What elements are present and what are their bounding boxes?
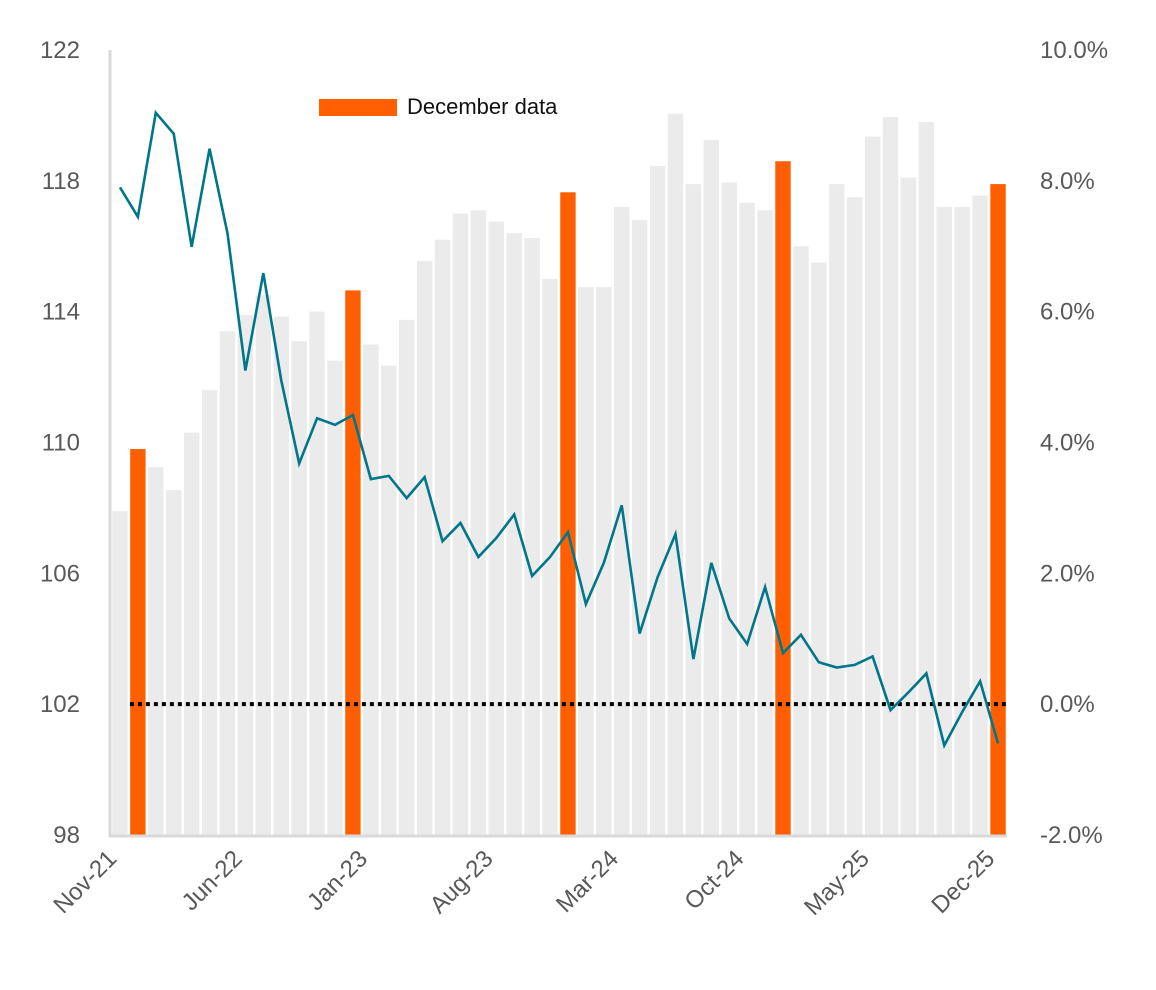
right-tick-label: -2.0% — [1040, 822, 1103, 849]
bar-december-Dec-22 — [345, 290, 361, 835]
right-tick-label: 4.0% — [1040, 430, 1095, 457]
x-tick-label: Mar-24 — [551, 845, 624, 918]
bar-Aug-25 — [918, 121, 935, 835]
bar-Mar-23 — [398, 319, 415, 836]
x-tick-label: Aug-23 — [425, 845, 499, 919]
bar-Jul-25 — [900, 177, 917, 835]
left-tick-label: 114 — [42, 299, 80, 326]
bar-Nov-22 — [327, 360, 343, 835]
bar-Mar-25 — [829, 184, 845, 836]
x-tick-label: Oct-24 — [679, 845, 749, 915]
bar-Feb-23 — [381, 365, 397, 835]
right-tick-label: 2.0% — [1040, 560, 1095, 587]
bar-Sep-23 — [506, 233, 522, 836]
bar-Nov-24 — [757, 210, 773, 835]
bar-december-Dec-24 — [775, 161, 791, 835]
left-tick-label: 110 — [42, 430, 80, 457]
annual-change-line — [118, 109, 1000, 749]
x-tick-label: Jun-22 — [177, 845, 248, 916]
bar-May-25 — [864, 136, 881, 835]
bar-May-22 — [219, 331, 236, 835]
bar-Sep-24 — [721, 182, 737, 836]
left-tick-label: 98 — [53, 822, 80, 849]
bar-May-24 — [649, 166, 666, 836]
bar-december-Dec-23 — [560, 192, 576, 835]
bar-Oct-25 — [954, 207, 970, 835]
bar-Jan-23 — [363, 344, 379, 836]
right-tick-label: 10.0% — [1040, 37, 1108, 64]
x-axis-ticks: Nov-21 Jun-22 Jan-23 Aug-23 Mar-24 Oct-24 May-… — [48, 845, 1000, 921]
left-tick-label: 102 — [40, 691, 80, 718]
legend-swatch-december — [319, 99, 397, 116]
bar-Aug-23 — [488, 221, 504, 836]
left-tick-label: 106 — [40, 560, 80, 587]
bar-Apr-22 — [201, 390, 218, 835]
bar-Oct-22 — [309, 311, 325, 835]
bar-Apr-25 — [846, 197, 863, 835]
bar-Jan-22 — [148, 467, 164, 835]
bar-december-Dec-25 — [990, 184, 1006, 836]
right-tick-label: 8.0% — [1040, 168, 1095, 195]
left-axis-ticks: 98 102 106 110 114 118 122 — [40, 37, 80, 849]
bar-Jan-25 — [793, 246, 809, 835]
bar-Sep-25 — [936, 207, 952, 835]
legend: December data — [319, 94, 558, 119]
line-series — [118, 109, 1000, 749]
bar-Jul-22 — [255, 295, 272, 835]
legend-label-december: December data — [407, 94, 558, 119]
right-tick-label: 0.0% — [1040, 691, 1095, 718]
bar-Jan-24 — [578, 287, 594, 835]
bar-Sep-22 — [291, 341, 307, 835]
bar-Aug-22 — [273, 316, 289, 835]
x-tick-label: May-25 — [799, 845, 875, 921]
x-tick-label: Dec-25 — [926, 845, 1000, 919]
bar-Mar-22 — [183, 432, 200, 835]
bar-Apr-24 — [631, 220, 648, 835]
bar-Jun-24 — [667, 113, 684, 835]
bar-Jun-22 — [237, 314, 254, 835]
bar-Aug-24 — [703, 139, 720, 835]
bar-Nov-25 — [972, 195, 988, 836]
right-tick-label: 6.0% — [1040, 299, 1095, 326]
bar-december-Dec-21 — [130, 449, 146, 835]
bar-Feb-25 — [811, 262, 827, 836]
bar-Apr-23 — [416, 260, 433, 836]
x-tick-label: Jan-23 — [302, 845, 373, 916]
bar-series — [112, 113, 1006, 836]
x-tick-label: Nov-21 — [48, 845, 122, 919]
left-tick-label: 118 — [42, 168, 80, 195]
left-tick-label: 122 — [40, 37, 80, 64]
bar-Feb-22 — [166, 489, 182, 835]
bar-Jul-23 — [470, 210, 487, 835]
bar-Mar-24 — [614, 207, 630, 835]
bar-Oct-23 — [524, 238, 540, 835]
right-axis-ticks: -2.0% 0.0% 2.0% 4.0% 6.0% 8.0% 10.0% — [1040, 37, 1108, 849]
bar-Jul-24 — [685, 184, 702, 836]
bar-Nov-21 — [112, 511, 128, 835]
bar-Oct-24 — [739, 202, 755, 835]
bar-Jun-25 — [882, 117, 899, 836]
